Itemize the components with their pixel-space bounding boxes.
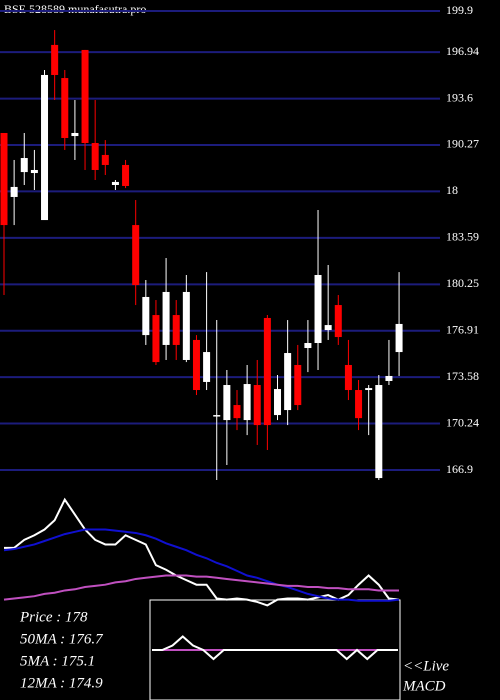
- legend-label: 12MA : 174.9: [20, 675, 103, 691]
- candle-body: [334, 305, 342, 338]
- macd-live: <<Live: [403, 658, 449, 674]
- candle-body: [243, 384, 251, 421]
- y-tick-label: 173.58: [446, 369, 479, 383]
- candle-body: [324, 325, 332, 331]
- candle-body: [132, 225, 140, 286]
- candle-body: [203, 352, 211, 382]
- candle-body: [51, 44, 59, 75]
- candle-body: [355, 390, 363, 419]
- candle-body: [395, 323, 403, 353]
- y-tick-label: 176.91: [446, 323, 479, 337]
- candle-body: [375, 385, 383, 479]
- candle-body: [365, 388, 373, 391]
- candle-body: [314, 274, 322, 344]
- indicator-line: [3, 574, 399, 601]
- y-tick-label: 18: [446, 183, 458, 197]
- candle-body: [385, 375, 393, 381]
- candle-body: [253, 385, 261, 426]
- candle-body: [41, 74, 49, 221]
- candle-body: [101, 154, 109, 165]
- candle-body: [71, 132, 79, 137]
- macd-title: MACD: [402, 678, 446, 694]
- legend-label: 50MA : 176.7: [20, 631, 104, 647]
- y-tick-label: 183.59: [446, 230, 479, 244]
- candle-body: [0, 132, 8, 226]
- legend-label: Price : 178: [19, 609, 88, 625]
- candle-body: [274, 389, 282, 416]
- candle-body: [111, 181, 119, 186]
- candle-body: [284, 353, 292, 411]
- candle-body: [294, 364, 302, 406]
- candle-body: [344, 364, 352, 391]
- candle-body: [122, 164, 130, 186]
- candle-body: [91, 142, 99, 170]
- indicator-line: [4, 497, 400, 607]
- y-tick-label: 196.94: [446, 44, 479, 58]
- y-tick-label: 166.9: [446, 462, 473, 476]
- legend-label: 5MA : 175.1: [20, 653, 95, 669]
- candle-body: [223, 385, 231, 421]
- chart-title: BSE 528589 munafasutra.pro: [4, 2, 146, 16]
- candle-body: [304, 343, 312, 349]
- candle-body: [10, 186, 18, 197]
- candle-body: [213, 415, 221, 417]
- candle-body: [162, 291, 170, 345]
- candle-body: [233, 405, 241, 419]
- candle-body: [20, 158, 28, 173]
- candle-body: [172, 315, 180, 345]
- y-tick-label: 170.24: [446, 415, 479, 429]
- candle-body: [30, 169, 38, 174]
- candle-body: [142, 296, 150, 336]
- candle-body: [182, 291, 190, 360]
- candle-body: [263, 317, 271, 426]
- indicator-line: [3, 528, 400, 602]
- y-tick-label: 193.6: [446, 90, 473, 104]
- y-tick-label: 190.27: [446, 137, 479, 151]
- candle-body: [152, 315, 160, 363]
- candle-body: [81, 49, 89, 143]
- candle-body: [61, 78, 69, 138]
- y-tick-label: 199.9: [446, 3, 473, 17]
- y-tick-label: 180.25: [446, 276, 479, 290]
- indicator-line: [152, 635, 398, 661]
- candle-body: [192, 339, 200, 391]
